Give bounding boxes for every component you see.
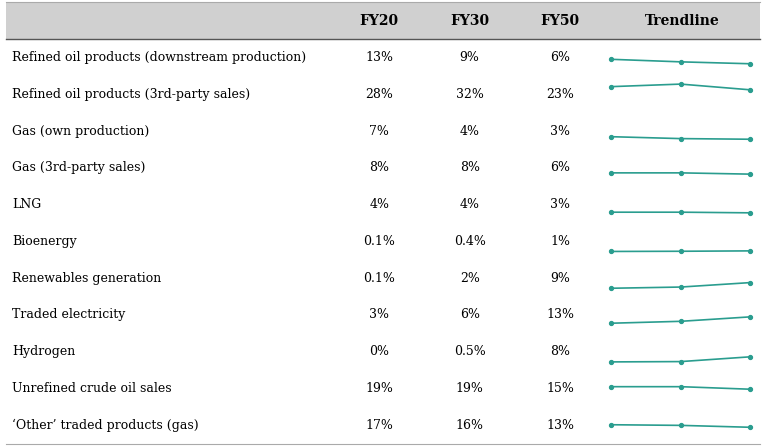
Text: 0.1%: 0.1%: [363, 272, 395, 285]
Text: FY30: FY30: [450, 14, 489, 28]
Text: Refined oil products (downstream production): Refined oil products (downstream product…: [12, 51, 306, 64]
Bar: [6, 334, 760, 370]
Text: 6%: 6%: [550, 51, 570, 64]
Text: Unrefined crude oil sales: Unrefined crude oil sales: [12, 382, 172, 395]
Text: 23%: 23%: [546, 88, 574, 101]
Text: Traded electricity: Traded electricity: [12, 309, 126, 322]
Text: 4%: 4%: [460, 198, 480, 211]
Text: 19%: 19%: [456, 382, 483, 395]
Text: 3%: 3%: [369, 309, 389, 322]
Text: 16%: 16%: [456, 419, 483, 432]
Text: 9%: 9%: [460, 51, 480, 64]
Bar: [6, 297, 760, 334]
Text: 13%: 13%: [546, 419, 574, 432]
Text: Refined oil products (3rd-party sales): Refined oil products (3rd-party sales): [12, 88, 250, 101]
Bar: [6, 407, 760, 444]
Text: 8%: 8%: [369, 161, 389, 174]
Text: 19%: 19%: [365, 382, 393, 395]
Bar: [6, 2, 760, 39]
Text: 0.1%: 0.1%: [363, 235, 395, 248]
Bar: [6, 39, 760, 76]
Bar: [6, 223, 760, 260]
Text: 8%: 8%: [550, 345, 570, 358]
Text: 7%: 7%: [369, 124, 389, 137]
Text: Renewables generation: Renewables generation: [12, 272, 162, 285]
Text: Gas (3rd-party sales): Gas (3rd-party sales): [12, 161, 146, 174]
Text: 3%: 3%: [550, 198, 570, 211]
Text: 32%: 32%: [456, 88, 483, 101]
Bar: [6, 186, 760, 223]
Bar: [6, 76, 760, 113]
Text: 15%: 15%: [546, 382, 574, 395]
Bar: [6, 260, 760, 297]
Bar: [6, 112, 760, 149]
Text: FY50: FY50: [541, 14, 580, 28]
Text: 0.5%: 0.5%: [453, 345, 486, 358]
Text: 28%: 28%: [365, 88, 393, 101]
Text: 4%: 4%: [369, 198, 389, 211]
Text: 3%: 3%: [550, 124, 570, 137]
Text: 9%: 9%: [550, 272, 570, 285]
Bar: [6, 149, 760, 186]
Text: Hydrogen: Hydrogen: [12, 345, 76, 358]
Text: Bioenergy: Bioenergy: [12, 235, 77, 248]
Text: 8%: 8%: [460, 161, 480, 174]
Text: Gas (own production): Gas (own production): [12, 124, 149, 137]
Text: 2%: 2%: [460, 272, 480, 285]
Text: 1%: 1%: [550, 235, 570, 248]
Text: 0%: 0%: [369, 345, 389, 358]
Text: 0.4%: 0.4%: [453, 235, 486, 248]
Text: 4%: 4%: [460, 124, 480, 137]
Text: 6%: 6%: [460, 309, 480, 322]
Text: 13%: 13%: [365, 51, 393, 64]
Text: FY20: FY20: [360, 14, 399, 28]
Text: 6%: 6%: [550, 161, 570, 174]
Text: LNG: LNG: [12, 198, 41, 211]
Text: 13%: 13%: [546, 309, 574, 322]
Bar: [6, 370, 760, 407]
Text: Trendline: Trendline: [645, 14, 720, 28]
Text: 17%: 17%: [365, 419, 393, 432]
Text: ‘Other’ traded products (gas): ‘Other’ traded products (gas): [12, 419, 199, 432]
